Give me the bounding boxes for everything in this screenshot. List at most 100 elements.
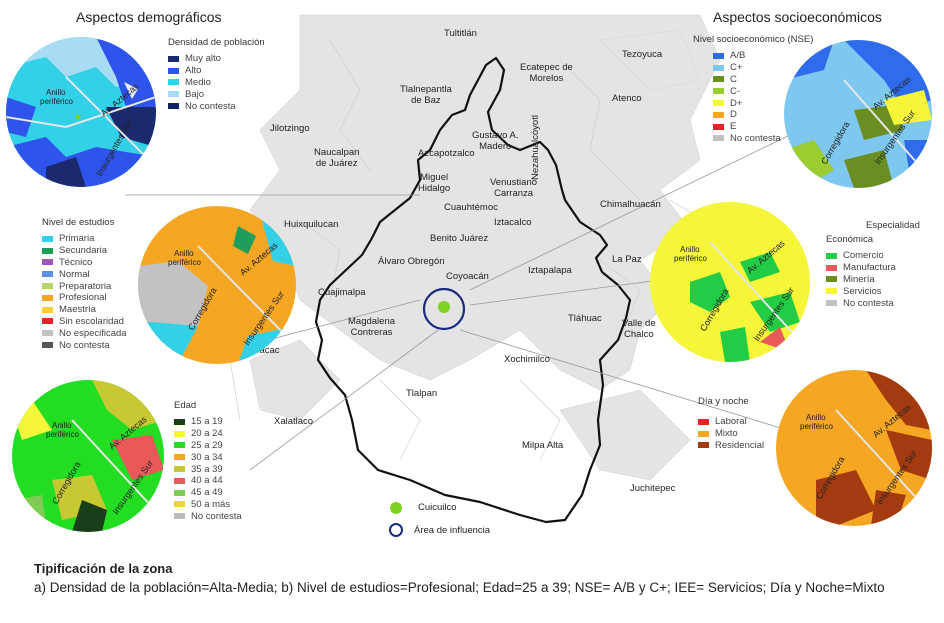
legend-item: 25 a 29	[174, 440, 242, 452]
legend-label: Muy alto	[185, 53, 221, 65]
legend-label: Medio	[185, 76, 211, 88]
legend-swatch	[713, 100, 724, 107]
caption-body: a) Densidad de la población=Alta-Media; …	[34, 580, 885, 595]
svg-text:Anillo: Anillo	[806, 413, 826, 422]
legend-swatch	[42, 342, 53, 349]
legend-item: A/B	[713, 50, 813, 62]
label-naucalpan: Naucalpan de Juárez	[314, 147, 360, 169]
legend-label: No contesta	[59, 339, 110, 351]
legend-item: D	[713, 109, 813, 121]
legend-item: 35 a 39	[174, 463, 242, 475]
legend-item: No contesta	[713, 133, 813, 145]
label-juchitepec: Juchitepec	[630, 483, 676, 494]
legend-swatch	[174, 430, 185, 437]
legend-item: 45 a 49	[174, 487, 242, 499]
svg-text:Anillo: Anillo	[52, 421, 72, 430]
svg-text:Anillo: Anillo	[174, 249, 194, 258]
legend-swatch	[826, 288, 837, 295]
legend-label: No contesta	[185, 100, 236, 112]
legend-item: Servicios	[826, 285, 920, 297]
legend-label: No contesta	[191, 510, 242, 522]
legend-label: Profesional	[59, 292, 107, 304]
legend-label: Sin escolaridad	[59, 315, 124, 327]
legend-swatch	[42, 294, 53, 301]
legend-studies: Nivel de estudios Primaria Secundaria Técn…	[42, 217, 127, 351]
svg-text:Anillo: Anillo	[680, 245, 700, 254]
label-tlalnepantla: Tlalnepantla de Baz	[400, 84, 452, 106]
legend-specialty-title2: Económica	[826, 234, 873, 245]
legend-label: E	[730, 121, 737, 133]
legend-age: Edad 15 a 19 20 a 24 25 a 29 30 a 34 35 a 39…	[174, 400, 242, 522]
circle1-anillo-label: Anillo	[46, 88, 66, 97]
legend-cuicuilco-label: Cuicuilco	[418, 502, 457, 513]
caption: Tipificación de la zona a) Densidad de l…	[34, 559, 900, 597]
legend-item: 20 a 24	[174, 428, 242, 440]
legend-daynight: Día y noche Laboral Mixto Residencial	[698, 396, 764, 451]
cuicuilco-marker	[438, 301, 450, 313]
legend-item: Primaria	[42, 233, 127, 245]
legend-label: 20 a 24	[191, 428, 223, 440]
legend-label: Normal	[59, 268, 90, 280]
legend-swatch	[42, 306, 53, 313]
legend-swatch	[168, 91, 179, 98]
legend-area-label: Área de influencia	[414, 525, 491, 536]
title-socioeconomic: Aspectos socioeconómicos	[713, 9, 882, 25]
legend-swatch	[168, 55, 179, 62]
legend-label: 45 a 49	[191, 487, 223, 499]
legend-label: D	[730, 109, 737, 121]
legend-swatch	[174, 466, 185, 473]
legend-swatch	[826, 252, 837, 259]
legend-label: Técnico	[59, 256, 93, 268]
label-chimalhuacan: Chimalhuacán	[600, 199, 661, 210]
legend-swatch	[174, 501, 185, 508]
label-xochimilco: Xochimilco	[504, 354, 550, 365]
legend-cuicuilco-dot	[390, 502, 402, 514]
label-jilotzingo: Jilotzingo	[270, 123, 310, 134]
legend-item: Mixto	[698, 428, 764, 440]
svg-text:periférico: periférico	[40, 97, 73, 106]
legend-item: Alto	[168, 65, 265, 77]
legend-label: 35 a 39	[191, 463, 223, 475]
label-venustiano: Venustiano Carranza	[490, 177, 538, 199]
label-tultitlan: Tultitlán	[444, 28, 477, 39]
legend-item: Muy alto	[168, 53, 265, 65]
legend-item: Laboral	[698, 416, 764, 428]
legend-nse-title: Nivel socioeconómico (NSE)	[693, 34, 814, 45]
legend-label: 25 a 29	[191, 439, 223, 451]
legend-density-title: Densidad de población	[168, 37, 265, 48]
legend-swatch	[42, 330, 53, 337]
legend-age-title: Edad	[174, 400, 197, 411]
legend-swatch	[168, 103, 179, 110]
legend-label: A/B	[730, 50, 746, 62]
legend-item: Secundaria	[42, 245, 127, 257]
legend-item: 15 a 19	[174, 416, 242, 428]
legend-swatch	[174, 513, 185, 520]
legend-item: 40 a 44	[174, 475, 242, 487]
cdmx-boundary	[314, 56, 632, 524]
legend-swatch	[713, 111, 724, 118]
svg-text:periférico: periférico	[800, 422, 833, 431]
legend-swatch	[174, 489, 185, 496]
legend-label: Preparatoria	[59, 280, 112, 292]
label-tezoyuca: Tezoyuca	[622, 49, 663, 60]
legend-swatch	[713, 123, 724, 130]
legend-item: Profesional	[42, 292, 127, 304]
legend-item: E	[713, 121, 813, 133]
legend-swatch	[42, 235, 53, 242]
label-tlalpan: Tlalpan	[406, 388, 438, 399]
legend-item: Maestría	[42, 304, 127, 316]
svg-text:periférico: periférico	[168, 258, 201, 267]
leader-lines	[125, 134, 821, 471]
label-azcapotzalco: Azcapotzalco	[418, 148, 475, 159]
legend-item: Normal	[42, 268, 127, 280]
legend-swatch	[698, 418, 709, 425]
circle-daynight: Anillo periférico Av. Aztecas Insurgente…	[776, 370, 932, 526]
legend-item: 50 a más	[174, 499, 242, 511]
legend-swatch	[713, 88, 724, 95]
legend-label: 30 a 34	[191, 451, 223, 463]
label-magdalena: Magdalena Contreras	[348, 316, 396, 338]
legend-swatch	[42, 259, 53, 266]
legend-label: Comercio	[843, 250, 884, 262]
legend-swatch	[698, 442, 709, 449]
